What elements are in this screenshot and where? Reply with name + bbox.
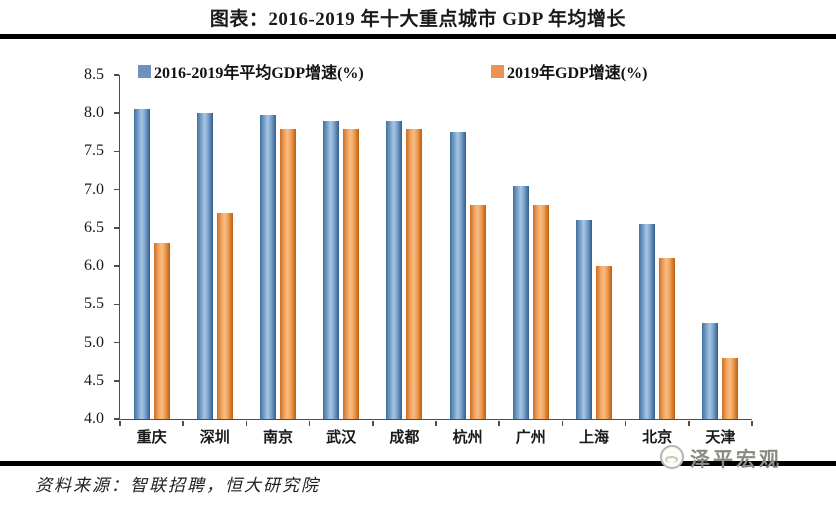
x-axis-label-天津: 天津	[705, 430, 736, 446]
bar-series1-天津	[722, 357, 739, 419]
bar-series0-南京	[260, 114, 276, 419]
bar-series1-武汉	[343, 128, 360, 419]
x-axis-label-南京: 南京	[262, 430, 293, 446]
chart-title: 图表：2016-2019 年十大重点城市 GDP 年均增长	[209, 9, 627, 30]
legend-swatch-blue-icon	[138, 64, 151, 78]
chart-legend: 2016-2019年平均GDP增速(%) 2019年GDP增速(%)	[0, 59, 836, 82]
y-axis-tick	[113, 227, 119, 229]
bar-series0-北京	[639, 224, 656, 419]
x-axis-label-北京: 北京	[642, 430, 673, 446]
source-note: 资料来源：智联招聘，恒大研究院	[35, 476, 320, 495]
y-axis-label-7.5: 7.5	[84, 142, 104, 160]
x-axis-tick	[751, 420, 753, 426]
bar-series1-深圳	[216, 212, 233, 419]
y-axis-label-6.5: 6.5	[84, 218, 104, 236]
legend-swatch-orange-icon	[491, 64, 504, 78]
x-axis-label-武汉: 武汉	[326, 430, 357, 446]
y-axis-tick	[113, 303, 119, 306]
bar-series0-上海	[576, 220, 592, 419]
y-axis-label-5.0: 5.0	[84, 333, 104, 351]
y-axis-tick	[113, 150, 119, 153]
bar-series0-杭州	[449, 132, 466, 419]
y-axis-label-8.0: 8.0	[84, 104, 104, 122]
watermark: 泽平宏观	[660, 442, 830, 472]
y-axis-label-7.0: 7.0	[84, 180, 104, 198]
y-axis-tick	[113, 380, 119, 382]
zeping-macro-logo-icon	[660, 445, 684, 469]
y-axis-tick	[113, 74, 119, 76]
x-axis-tick	[372, 420, 374, 426]
legend-item-2019-gdp: 2019年GDP增速(%)	[491, 59, 647, 83]
top-divider-line	[0, 34, 836, 39]
x-axis-tick	[624, 420, 627, 426]
y-axis-label-4.0: 4.0	[84, 410, 104, 427]
bar-series0-成都	[386, 120, 403, 419]
bar-series1-成都	[406, 128, 423, 419]
y-axis-tick	[113, 188, 119, 191]
bar-series0-重庆	[133, 109, 150, 419]
y-axis-label-6.0: 6.0	[84, 257, 104, 275]
x-axis-label-成都: 成都	[389, 430, 420, 446]
x-axis-tick	[119, 420, 121, 426]
y-axis-label-4.5: 4.5	[84, 371, 104, 389]
y-axis-tick	[113, 112, 119, 114]
bar-series1-广州	[532, 204, 549, 419]
plot-area: 重庆 深圳 南京 武汉 成都 杭州 广州 上海 北京 天津 8.5 8.0 7.5 7.0 6.5 6.0 5.…	[84, 66, 753, 446]
x-axis-label-上海: 上海	[578, 430, 609, 446]
bottom-divider-line	[0, 461, 836, 466]
bar-series1-重庆	[153, 243, 170, 419]
y-axis-tick	[113, 418, 119, 420]
x-axis-tick	[498, 420, 500, 426]
bar-series1-南京	[280, 128, 296, 419]
bar-series0-武汉	[323, 120, 340, 419]
bar-series1-上海	[596, 266, 612, 419]
x-axis-tick	[688, 420, 690, 426]
bar-series0-深圳	[196, 113, 213, 419]
x-axis-tick	[245, 420, 248, 426]
legend-label-average-gdp: 2016-2019年平均GDP增速(%)	[154, 65, 364, 82]
x-axis-tick	[561, 420, 564, 426]
legend-item-average-gdp: 2016-2019年平均GDP增速(%)	[138, 59, 364, 83]
y-axis-label-8.5: 8.5	[84, 66, 104, 83]
y-axis-tick	[113, 341, 119, 344]
bar-series1-杭州	[469, 204, 486, 419]
x-axis-label-重庆: 重庆	[136, 430, 167, 446]
y-axis-label-5.5: 5.5	[84, 295, 104, 313]
bar-series0-天津	[702, 323, 719, 419]
x-axis-tick	[308, 420, 311, 426]
bar-series0-广州	[512, 185, 529, 419]
x-axis-label-广州: 广州	[515, 430, 546, 446]
x-axis-label-杭州: 杭州	[452, 430, 483, 446]
x-axis-tick	[435, 420, 437, 426]
x-axis-label-深圳: 深圳	[199, 430, 230, 446]
legend-label-2019-gdp: 2019年GDP增速(%)	[507, 65, 648, 82]
watermark-text: 泽平宏观	[690, 448, 782, 471]
x-axis-tick	[182, 420, 184, 426]
y-axis-tick	[113, 265, 119, 267]
bar-series1-北京	[659, 258, 676, 419]
